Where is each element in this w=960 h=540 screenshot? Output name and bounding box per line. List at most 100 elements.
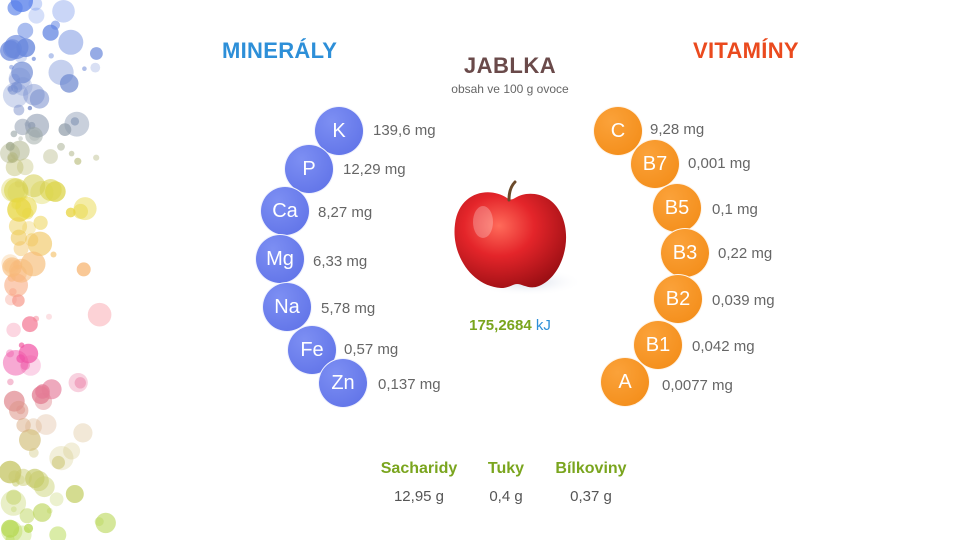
bokeh-dot	[70, 117, 80, 126]
mineral-value-ca: 8,27 mg	[318, 204, 373, 221]
page-subtitle: obsah ve 100 g ovoce	[451, 82, 569, 96]
bokeh-dot	[22, 221, 36, 235]
bokeh-dot	[28, 7, 45, 24]
bokeh-dot	[90, 47, 103, 60]
macro-label-tuky: Tuky	[487, 460, 525, 477]
bokeh-dot	[5, 158, 24, 177]
bokeh-dot	[9, 288, 17, 296]
bokeh-dot	[29, 89, 50, 109]
bokeh-dot	[10, 0, 33, 13]
mineral-value-p: 12,29 mg	[343, 161, 406, 178]
bokeh-dot	[52, 0, 75, 23]
bokeh-dot	[58, 123, 72, 136]
mineral-value-zn: 0,137 mg	[378, 376, 441, 393]
bokeh-dot	[94, 517, 104, 527]
vitamins-title: VITAMÍNY	[693, 38, 799, 63]
bokeh-dot	[50, 20, 61, 30]
bokeh-dot	[10, 506, 17, 513]
bokeh-dot	[7, 152, 18, 163]
bokeh-dot	[1, 519, 20, 538]
vitamin-circle-c: C	[593, 106, 643, 156]
bokeh-dot	[25, 126, 43, 145]
bokeh-dot	[20, 355, 41, 376]
mineral-circle-mg: Mg	[255, 234, 305, 284]
bokeh-dot	[11, 199, 22, 209]
bokeh-dot	[73, 197, 97, 221]
bokeh-dot	[28, 470, 49, 492]
mineral-value-fe: 0,57 mg	[344, 341, 399, 358]
bokeh-dot	[6, 489, 22, 505]
bokeh-dot	[5, 141, 15, 151]
vitamin-circle-b5: B5	[652, 183, 702, 233]
bokeh-dot	[73, 203, 88, 219]
bokeh-dot	[16, 158, 34, 176]
bokeh-dot	[87, 302, 112, 327]
bokeh-dot	[13, 241, 29, 257]
bokeh-dot	[28, 129, 41, 141]
bokeh-dot	[1, 520, 23, 540]
mineral-circle-p: P	[284, 144, 334, 194]
bokeh-dot	[23, 523, 34, 534]
bokeh-dot	[7, 378, 14, 386]
bokeh-dot	[45, 181, 66, 202]
bokeh-dot	[20, 360, 30, 370]
bokeh-dot	[25, 113, 50, 138]
vitamin-value-b2: 0,039 mg	[712, 292, 775, 309]
bokeh-dot	[11, 81, 23, 93]
mineral-value-na: 5,78 mg	[321, 300, 376, 317]
energy-unit: kJ	[535, 317, 551, 334]
bokeh-dot	[33, 215, 48, 230]
bokeh-dot	[14, 179, 23, 188]
bokeh-dot	[27, 231, 53, 256]
bokeh-dot	[11, 61, 33, 84]
bokeh-dot	[73, 423, 93, 443]
mineral-circle-zn: Zn	[318, 358, 368, 408]
bokeh-dot	[51, 455, 65, 470]
bokeh-dot	[0, 490, 27, 516]
bokeh-dot	[35, 384, 50, 399]
bokeh-dot	[50, 251, 57, 258]
bokeh-dot	[6, 349, 14, 358]
vitamin-value-a: 0,0077 mg	[662, 377, 733, 394]
bokeh-dot	[48, 53, 54, 59]
bokeh-dot	[49, 526, 67, 540]
bokeh-dot	[76, 262, 91, 277]
bokeh-dot	[35, 414, 57, 435]
bokeh-dot	[27, 105, 33, 111]
vitamin-circle-b1: B1	[633, 320, 683, 370]
vitamin-circle-a: A	[600, 357, 650, 407]
bokeh-dot	[59, 74, 79, 93]
mineral-value-k: 139,6 mg	[373, 122, 436, 139]
bokeh-dot	[12, 294, 25, 307]
bokeh-dot	[33, 315, 40, 322]
bokeh-dot	[74, 377, 87, 389]
bokeh-dot	[65, 485, 84, 503]
bokeh-dot	[9, 400, 29, 421]
macro-value-bilkoviny: 0,37 g	[570, 488, 612, 505]
macro-value-tuky: 0,4 g	[489, 488, 523, 505]
bokeh-dot	[22, 174, 46, 198]
vitamin-circle-b2: B2	[653, 274, 703, 324]
mineral-circle-na: Na	[262, 282, 312, 332]
bokeh-dot	[93, 154, 100, 161]
bokeh-dot	[6, 322, 21, 338]
vitamin-circle-b7: B7	[630, 139, 680, 189]
page-title: JABLKA	[463, 53, 557, 78]
vitamin-value-c: 9,28 mg	[650, 121, 705, 138]
bokeh-dot	[17, 22, 34, 39]
bokeh-dot	[16, 354, 26, 363]
bokeh-dot	[16, 38, 36, 58]
macro-label-bilkoviny: Bílkoviny	[555, 460, 627, 477]
bokeh-dot	[74, 157, 82, 165]
bokeh-dot	[10, 130, 18, 138]
bokeh-dot	[68, 150, 75, 157]
minerals-title: MINERÁLY	[222, 38, 338, 63]
bokeh-dot	[31, 56, 36, 62]
macro-label-sacharidy: Sacharidy	[380, 460, 458, 477]
bokeh-dot	[58, 29, 84, 55]
bokeh-dot	[10, 229, 27, 246]
bokeh-dot	[7, 197, 32, 222]
bokeh-dot	[46, 313, 52, 320]
bokeh-dot	[48, 59, 74, 85]
bokeh-dot	[18, 136, 23, 141]
